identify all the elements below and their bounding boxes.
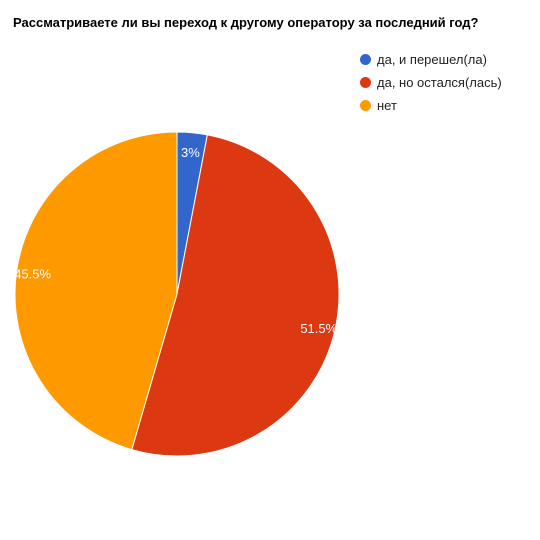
slice-value-label: 3%: [181, 145, 200, 160]
legend-swatch-icon: [360, 54, 371, 65]
legend-swatch-icon: [360, 77, 371, 88]
legend-item[interactable]: да, и перешел(ла): [360, 48, 502, 71]
chart-title: Рассматриваете ли вы переход к другому о…: [13, 15, 479, 30]
pie-slice[interactable]: [131, 134, 340, 457]
legend-label: да, но остался(лась): [377, 75, 502, 90]
legend-item[interactable]: нет: [360, 94, 502, 117]
slice-value-label: 51.5%: [300, 321, 337, 336]
legend: да, и перешел(ла) да, но остался(лась) н…: [360, 48, 502, 117]
pie-slice[interactable]: [14, 131, 178, 451]
legend-label: да, и перешел(ла): [377, 52, 487, 67]
legend-label: нет: [377, 98, 397, 113]
legend-item[interactable]: да, но остался(лась): [360, 71, 502, 94]
slice-value-label: 45.5%: [14, 266, 51, 281]
legend-swatch-icon: [360, 100, 371, 111]
